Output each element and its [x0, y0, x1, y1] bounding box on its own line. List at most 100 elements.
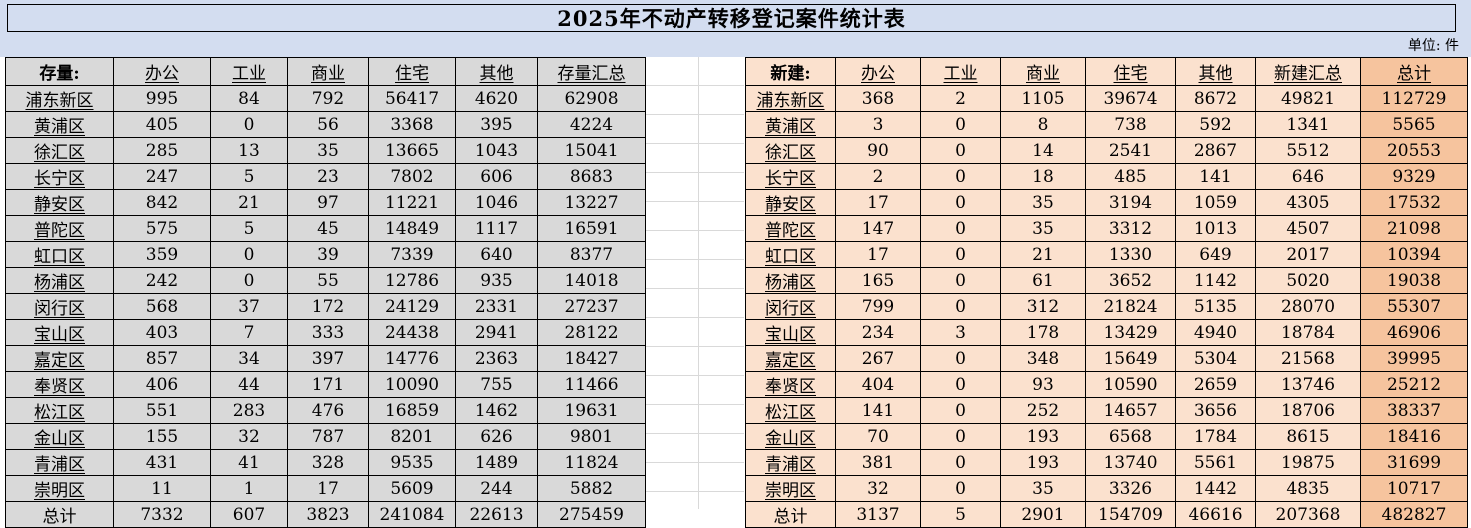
value-cell[interactable]: 39674	[1085, 85, 1176, 112]
value-cell[interactable]: 4305	[1255, 189, 1361, 216]
value-cell[interactable]: 1117	[455, 215, 538, 242]
value-cell[interactable]: 0	[920, 449, 1001, 476]
column-header[interactable]: 商业	[287, 57, 369, 86]
value-cell[interactable]: 35	[1000, 215, 1086, 242]
value-cell[interactable]: 13665	[368, 137, 456, 164]
value-cell[interactable]: 646	[1255, 163, 1361, 190]
value-cell[interactable]: 8	[1000, 111, 1086, 138]
value-cell[interactable]: 24438	[368, 319, 456, 346]
value-cell[interactable]: 19875	[1255, 449, 1361, 476]
value-cell[interactable]: 1	[210, 475, 288, 502]
region-cell[interactable]: 嘉定区	[5, 345, 114, 372]
column-header[interactable]: 存量汇总	[537, 57, 646, 86]
value-cell[interactable]: 13429	[1085, 319, 1176, 346]
value-cell[interactable]: 1330	[1085, 241, 1176, 268]
value-cell[interactable]: 3368	[368, 111, 456, 138]
region-cell[interactable]: 金山区	[745, 423, 836, 450]
value-cell[interactable]: 155	[113, 423, 211, 450]
value-cell[interactable]: 9329	[1360, 163, 1468, 190]
region-cell[interactable]: 崇明区	[745, 475, 836, 502]
value-cell[interactable]: 14849	[368, 215, 456, 242]
value-cell[interactable]: 55307	[1360, 293, 1468, 320]
value-cell[interactable]: 6568	[1085, 423, 1176, 450]
value-cell[interactable]: 431	[113, 449, 211, 476]
value-cell[interactable]: 551	[113, 397, 211, 424]
region-cell[interactable]: 黄浦区	[5, 111, 114, 138]
region-cell[interactable]: 嘉定区	[745, 345, 836, 372]
value-cell[interactable]: 41	[210, 449, 288, 476]
value-cell[interactable]: 3326	[1085, 475, 1176, 502]
value-cell[interactable]: 171	[287, 371, 369, 398]
value-cell[interactable]: 21	[1000, 241, 1086, 268]
value-cell[interactable]: 56	[287, 111, 369, 138]
value-cell[interactable]: 14657	[1085, 397, 1176, 424]
value-cell[interactable]: 61	[1000, 267, 1086, 294]
value-cell[interactable]: 592	[1175, 111, 1256, 138]
value-cell[interactable]: 35	[287, 137, 369, 164]
value-cell[interactable]: 17532	[1360, 189, 1468, 216]
value-cell[interactable]: 14776	[368, 345, 456, 372]
value-cell[interactable]: 2	[920, 85, 1001, 112]
value-cell[interactable]: 5135	[1175, 293, 1256, 320]
region-cell[interactable]: 虹口区	[5, 241, 114, 268]
value-cell[interactable]: 0	[920, 293, 1001, 320]
region-cell[interactable]: 长宁区	[745, 163, 836, 190]
value-cell[interactable]: 1105	[1000, 85, 1086, 112]
value-cell[interactable]: 4507	[1255, 215, 1361, 242]
value-cell[interactable]: 606	[455, 163, 538, 190]
region-cell[interactable]: 奉贤区	[5, 371, 114, 398]
value-cell[interactable]: 11824	[537, 449, 646, 476]
value-cell[interactable]: 0	[920, 215, 1001, 242]
value-cell[interactable]: 397	[287, 345, 369, 372]
value-cell[interactable]: 13746	[1255, 371, 1361, 398]
value-cell[interactable]: 485	[1085, 163, 1176, 190]
value-cell[interactable]: 178	[1000, 319, 1086, 346]
region-cell[interactable]: 黄浦区	[745, 111, 836, 138]
value-cell[interactable]: 7802	[368, 163, 456, 190]
value-cell[interactable]: 247	[113, 163, 211, 190]
region-cell[interactable]: 奉贤区	[745, 371, 836, 398]
region-cell[interactable]: 松江区	[5, 397, 114, 424]
value-cell[interactable]: 147	[835, 215, 921, 242]
value-cell[interactable]: 395	[455, 111, 538, 138]
value-cell[interactable]: 32	[210, 423, 288, 450]
value-cell[interactable]: 35	[1000, 475, 1086, 502]
value-cell[interactable]: 112729	[1360, 85, 1468, 112]
column-header[interactable]: 住宅	[1085, 57, 1176, 86]
value-cell[interactable]: 2363	[455, 345, 538, 372]
region-cell[interactable]: 徐汇区	[5, 137, 114, 164]
value-cell[interactable]: 18706	[1255, 397, 1361, 424]
value-cell[interactable]: 28070	[1255, 293, 1361, 320]
region-cell[interactable]: 宝山区	[745, 319, 836, 346]
value-cell[interactable]: 14018	[537, 267, 646, 294]
column-header[interactable]: 办公	[835, 57, 921, 86]
value-cell[interactable]: 0	[920, 189, 1001, 216]
column-header[interactable]: 工业	[210, 57, 288, 86]
value-cell[interactable]: 3312	[1085, 215, 1176, 242]
value-cell[interactable]: 10590	[1085, 371, 1176, 398]
value-cell[interactable]: 935	[455, 267, 538, 294]
value-cell[interactable]: 8683	[537, 163, 646, 190]
value-cell[interactable]: 2659	[1175, 371, 1256, 398]
value-cell[interactable]: 16591	[537, 215, 646, 242]
value-cell[interactable]: 2541	[1085, 137, 1176, 164]
region-cell[interactable]: 青浦区	[5, 449, 114, 476]
value-cell[interactable]: 649	[1175, 241, 1256, 268]
value-cell[interactable]: 37	[210, 293, 288, 320]
value-cell[interactable]: 193	[1000, 423, 1086, 450]
value-cell[interactable]: 19038	[1360, 267, 1468, 294]
value-cell[interactable]: 31699	[1360, 449, 1468, 476]
region-cell[interactable]: 闵行区	[745, 293, 836, 320]
value-cell[interactable]: 857	[113, 345, 211, 372]
value-cell[interactable]: 4940	[1175, 319, 1256, 346]
value-cell[interactable]: 17	[287, 475, 369, 502]
value-cell[interactable]: 39	[287, 241, 369, 268]
value-cell[interactable]: 312	[1000, 293, 1086, 320]
value-cell[interactable]: 55	[287, 267, 369, 294]
value-cell[interactable]: 25212	[1360, 371, 1468, 398]
value-cell[interactable]: 3194	[1085, 189, 1176, 216]
value-cell[interactable]: 575	[113, 215, 211, 242]
value-cell[interactable]: 90	[835, 137, 921, 164]
value-cell[interactable]: 18	[1000, 163, 1086, 190]
value-cell[interactable]: 15649	[1085, 345, 1176, 372]
